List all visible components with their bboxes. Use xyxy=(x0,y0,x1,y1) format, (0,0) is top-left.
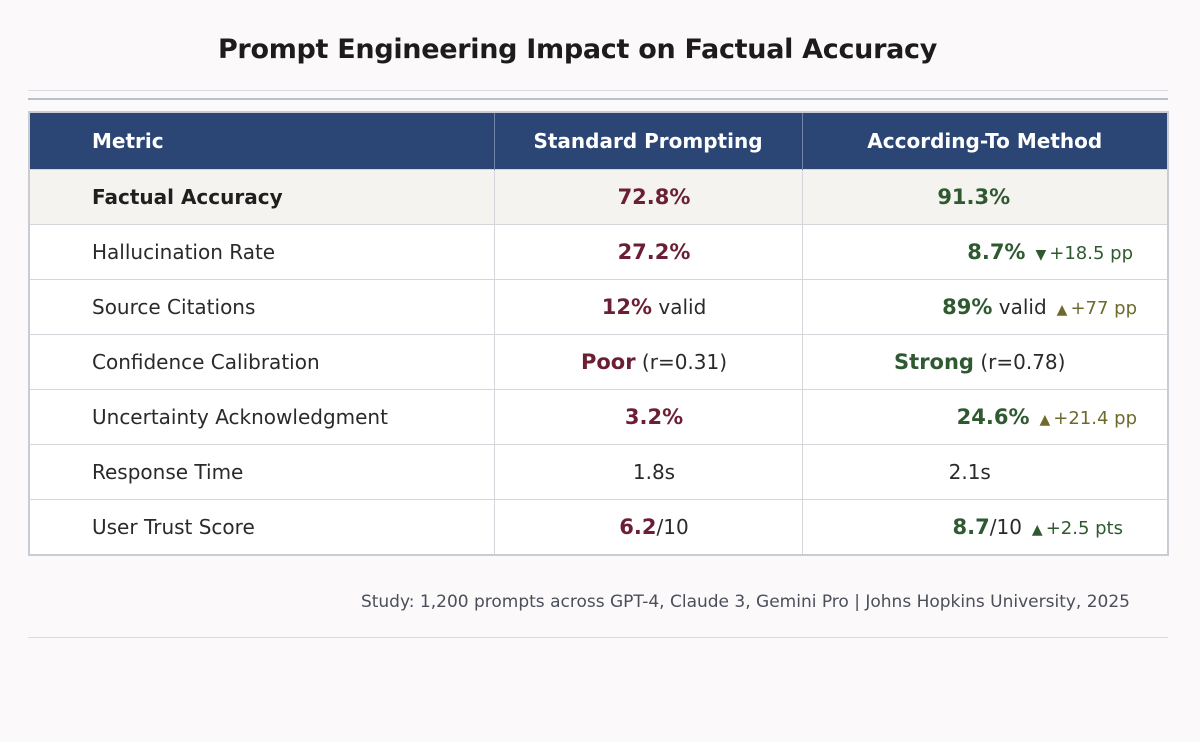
standard-value: 72.8% xyxy=(617,185,691,209)
delta-value: +77 pp xyxy=(1070,298,1137,319)
table-row: Response Time 1.8s 2.1s xyxy=(29,444,1168,500)
metric-label: Uncertainty Acknowledgment xyxy=(29,389,495,445)
page-title: Prompt Engineering Impact on Factual Acc… xyxy=(217,34,938,65)
standard-value: Poor xyxy=(580,350,636,374)
metric-label: Confidence Calibration xyxy=(29,334,495,390)
according-value: 8.7% xyxy=(967,240,1026,264)
according-value: 8.7 xyxy=(952,515,990,539)
table-header-row: Metric Standard Prompting According-To M… xyxy=(29,112,1168,170)
standard-suffix: /10 xyxy=(656,515,689,539)
delta-value: +21.4 pp xyxy=(1053,408,1137,429)
table-row: Factual Accuracy 72.8% 91.3% xyxy=(29,169,1168,225)
delta-value: +18.5 pp xyxy=(1049,243,1133,264)
according-value-cell: 2.1s xyxy=(802,444,1168,500)
standard-suffix: valid xyxy=(652,295,707,319)
up-triangle-icon: ▲ xyxy=(1031,522,1043,538)
standard-value: 6.2 xyxy=(619,515,657,539)
up-triangle-icon: ▲ xyxy=(1039,412,1051,428)
bottom-divider xyxy=(28,637,1168,638)
according-value-cell: 8.7/10 ▲ +2.5 pts xyxy=(802,499,1168,555)
standard-value-cell: 72.8% xyxy=(494,169,803,225)
according-suffix: (r=0.78) xyxy=(973,350,1066,374)
metric-label: Source Citations xyxy=(29,279,495,335)
table-row: Source Citations 12% valid 89% valid ▲ +77… xyxy=(29,279,1168,335)
standard-value-cell: Poor (r=0.31) xyxy=(494,334,803,390)
standard-value: 27.2% xyxy=(617,240,691,264)
delta-badge: ▲ +2.5 pts xyxy=(1032,518,1123,539)
table-row: Hallucination Rate 27.2% 8.7% ▼ +18.5 pp xyxy=(29,224,1168,280)
delta-badge: ▼ +18.5 pp xyxy=(1035,243,1133,264)
delta-value: +2.5 pts xyxy=(1045,518,1123,539)
up-triangle-icon: ▲ xyxy=(1056,302,1068,318)
according-value-cell: 89% valid ▲ +77 pp xyxy=(802,279,1168,335)
standard-value: 1.8s xyxy=(632,460,676,484)
according-value: 89% xyxy=(942,295,993,319)
delta-badge: ▲ +77 pp xyxy=(1057,298,1137,319)
standard-value: 3.2% xyxy=(624,405,684,429)
table-row: Uncertainty Acknowledgment 3.2% 24.6% ▲ +2… xyxy=(29,389,1168,445)
standard-value-cell: 3.2% xyxy=(494,389,803,445)
standard-value: 12% xyxy=(601,295,652,319)
according-value-cell: 24.6% ▲ +21.4 pp xyxy=(802,389,1168,445)
header-metric: Metric xyxy=(29,112,495,170)
according-value-cell: Strong (r=0.78) xyxy=(802,334,1168,390)
table-row: Confidence Calibration Poor (r=0.31) Str… xyxy=(29,334,1168,390)
down-triangle-icon: ▼ xyxy=(1035,247,1047,263)
standard-value-cell: 12% valid xyxy=(494,279,803,335)
delta-badge: ▲ +21.4 pp xyxy=(1039,408,1137,429)
according-value: 2.1s xyxy=(948,460,991,484)
standard-value-cell: 6.2/10 xyxy=(494,499,803,555)
according-value-cell: 8.7% ▼ +18.5 pp xyxy=(802,224,1168,280)
according-value: 24.6% xyxy=(956,405,1030,429)
according-value: Strong xyxy=(894,350,974,374)
table-row: User Trust Score 6.2/10 8.7/10 ▲ +2.5 pts xyxy=(29,499,1168,555)
metric-label: User Trust Score xyxy=(29,499,495,555)
top-divider xyxy=(28,90,1168,104)
metric-label: Response Time xyxy=(29,444,495,500)
comparison-table: Metric Standard Prompting According-To M… xyxy=(28,111,1169,556)
header-standard-prompting: Standard Prompting xyxy=(494,112,803,170)
metric-label: Hallucination Rate xyxy=(29,224,495,280)
standard-suffix: (r=0.31) xyxy=(635,350,728,374)
according-suffix: valid xyxy=(992,295,1047,319)
header-according-to-method: According-To Method xyxy=(802,112,1168,170)
standard-value-cell: 27.2% xyxy=(494,224,803,280)
standard-value-cell: 1.8s xyxy=(494,444,803,500)
according-suffix: /10 xyxy=(989,515,1022,539)
according-value: 91.3% xyxy=(937,185,1011,209)
study-footnote: Study: 1,200 prompts across GPT-4, Claud… xyxy=(360,592,1130,612)
according-value-cell: 91.3% xyxy=(802,169,1168,225)
metric-label: Factual Accuracy xyxy=(29,169,495,225)
